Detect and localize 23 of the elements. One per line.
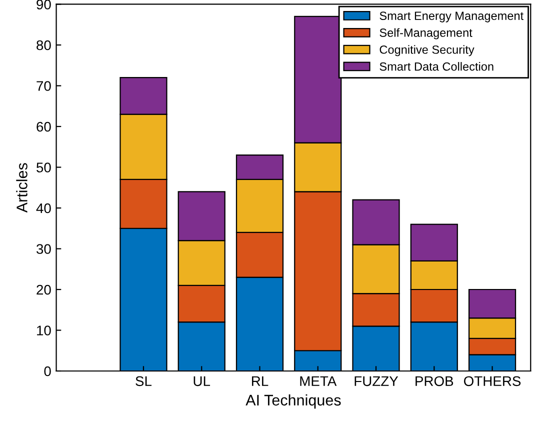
- x-tick-label: PROB: [416, 376, 454, 386]
- y-tick-label: 60: [36, 122, 51, 132]
- x-tick-label: OTHERS: [464, 376, 521, 386]
- x-tick-label: SL: [136, 376, 152, 386]
- y-axis-title: Articles: [16, 163, 28, 213]
- y-tick-label: 0: [44, 366, 51, 376]
- x-tick-label: META: [300, 376, 337, 386]
- y-tick-label: 30: [36, 244, 51, 254]
- x-tick-label: FUZZY: [354, 376, 398, 386]
- y-tick-label: 40: [36, 203, 51, 214]
- y-tick-label: 50: [36, 162, 51, 172]
- x-tick-label: UL: [194, 376, 210, 386]
- y-tick-label: 10: [37, 326, 51, 336]
- y-tick-label: 70: [36, 81, 51, 91]
- legend-label: Smart Energy Management: [380, 12, 524, 22]
- y-tick-label: 90: [36, 0, 51, 10]
- y-tick-label: 80: [36, 40, 51, 50]
- x-tick-label: RL: [252, 376, 268, 386]
- legend-label: Self-Management: [380, 28, 472, 40]
- legend-label: Cognitive Security: [380, 45, 474, 56]
- legend-label: Smart Data Collection: [380, 62, 494, 71]
- y-tick-label: 20: [36, 284, 51, 295]
- x-axis-title: AI Techniques: [246, 394, 341, 409]
